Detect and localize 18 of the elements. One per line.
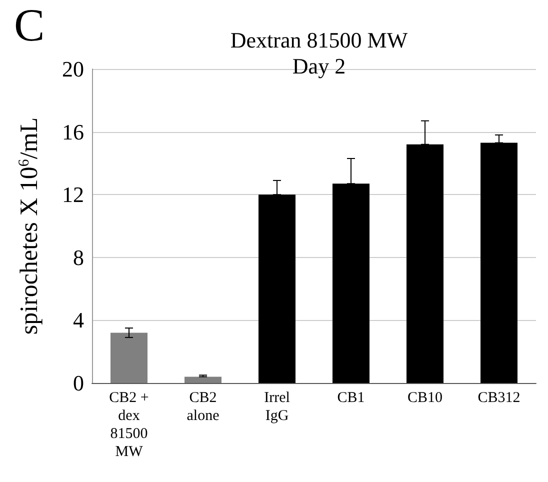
y-tick-label: 0 [73, 370, 84, 396]
chart-subtitle: Day 2 [292, 54, 346, 78]
y-tick-label: 16 [62, 119, 84, 144]
bar [110, 332, 148, 383]
y-axis-title: spirochetes X 106/mL [16, 117, 43, 335]
x-tick-label: Irrel IgG [264, 390, 290, 424]
x-tick-label: CB1 [337, 390, 365, 406]
x-tick-label: CB2 alone [186, 390, 220, 424]
x-tick-label: CB312 [478, 390, 520, 406]
x-tick-label: CB10 [407, 390, 443, 406]
x-tick-label: CB2 + dex 81500 MW [109, 390, 149, 460]
text: C [14, 0, 45, 50]
bar [184, 376, 222, 383]
chart-title: Dextran 81500 MW [230, 28, 408, 52]
y-tick-label: 8 [73, 244, 84, 270]
y-tick-label: 20 [62, 56, 84, 82]
y-tick-label: 4 [73, 308, 84, 333]
y-tick-label: 12 [62, 182, 84, 208]
